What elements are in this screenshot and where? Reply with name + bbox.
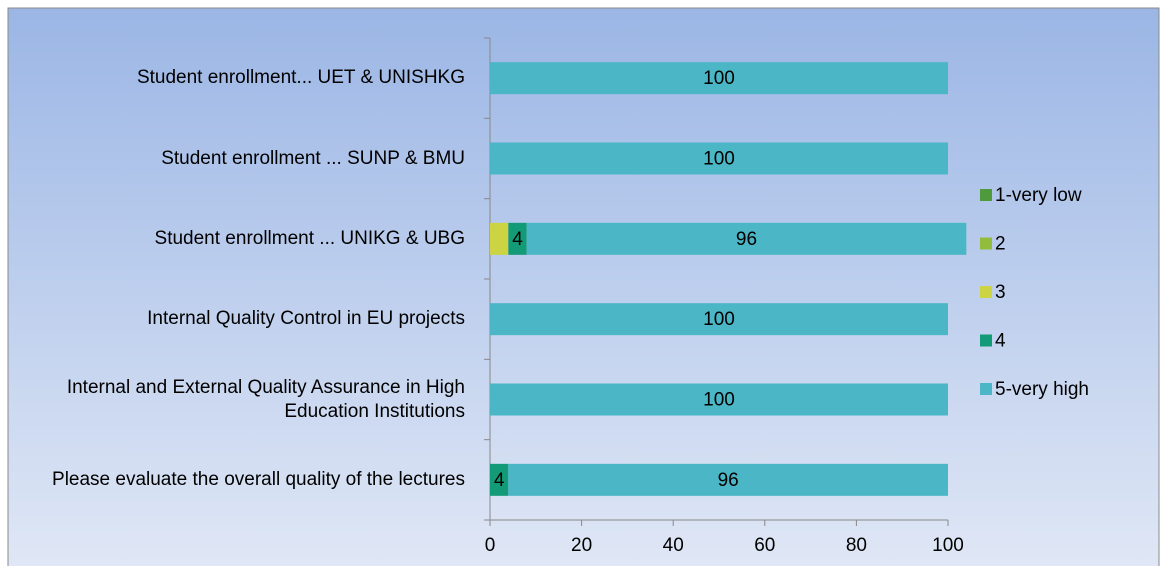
legend-swatch <box>980 237 992 250</box>
legend-swatch <box>980 286 992 298</box>
bar-segment <box>526 222 967 255</box>
legend-swatch <box>980 334 992 347</box>
x-tick-label: 60 <box>754 535 775 556</box>
category-label: Student enrollment... UET & UNISHKG <box>136 67 465 89</box>
x-tick-label: 100 <box>932 535 964 556</box>
legend-swatch <box>980 383 992 395</box>
data-label: 100 <box>703 68 735 89</box>
bar-segment <box>490 383 948 416</box>
bar-segment <box>490 142 948 175</box>
data-label: 100 <box>703 149 735 170</box>
legend-label: 2 <box>995 234 1006 255</box>
x-tick-label: 40 <box>663 535 684 556</box>
category-label: Internal and External Quality Assurance … <box>66 376 465 422</box>
data-label: 96 <box>718 470 739 491</box>
legend-label: 1-very low <box>995 185 1082 206</box>
data-label: 100 <box>703 309 735 330</box>
legend-swatch <box>980 189 992 201</box>
bar-segment <box>490 62 948 95</box>
x-tick-label: 20 <box>571 535 592 556</box>
bar-segment <box>490 222 509 255</box>
legend-label: 4 <box>995 331 1006 352</box>
category-label: Student enrollment ... UNIKG & UBG <box>154 227 465 249</box>
bar-segment <box>490 463 509 496</box>
bar-segment <box>508 463 948 496</box>
category-label: Please evaluate the overall quality of t… <box>52 468 465 490</box>
bar-segment <box>490 303 948 336</box>
data-label: 96 <box>736 229 757 250</box>
bar-segment <box>508 222 527 255</box>
data-label: 4 <box>512 229 523 250</box>
legend-label: 3 <box>995 282 1006 303</box>
x-tick-label: 80 <box>846 535 867 556</box>
data-label: 4 <box>494 470 505 491</box>
category-label: Student enrollment ... SUNP & BMU <box>161 147 465 169</box>
legend-label: 5-very high <box>995 379 1089 400</box>
category-label: Internal Quality Control in EU projects <box>147 308 465 330</box>
x-tick-label: 0 <box>485 535 496 556</box>
data-label: 100 <box>703 390 735 411</box>
